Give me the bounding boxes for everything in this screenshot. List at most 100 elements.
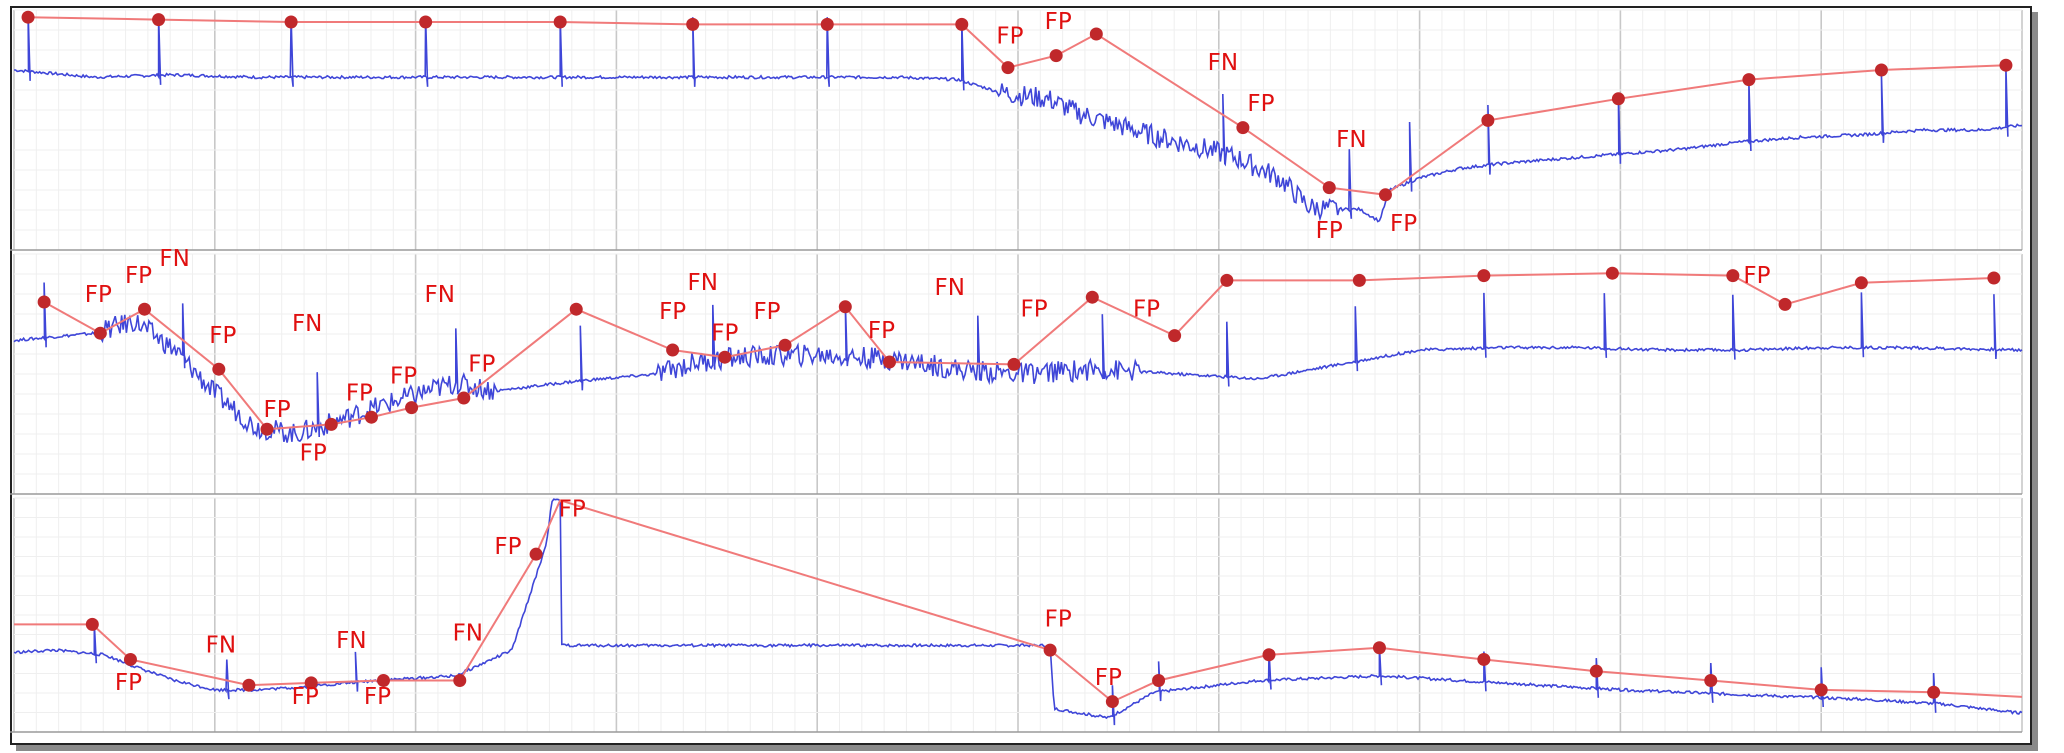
detected-peak-marker <box>838 300 852 314</box>
false-positive-label: FP <box>1045 607 1072 633</box>
detected-peak-marker <box>1352 273 1366 287</box>
detected-peak-marker <box>1999 58 2013 72</box>
false-positive-label: FP <box>753 299 780 325</box>
false-negative-label: FN <box>935 275 965 301</box>
false-positive-label: FP <box>125 263 152 289</box>
detected-peak-marker <box>37 295 51 309</box>
detected-peak-marker <box>778 338 792 352</box>
detected-peak-marker <box>1589 664 1603 678</box>
detection-envelope <box>14 499 2023 703</box>
false-positive-label: FP <box>346 380 373 406</box>
false-negative-label: FN <box>424 282 454 308</box>
detected-peak-marker <box>1605 266 1619 280</box>
detected-peak-marker <box>1726 269 1740 283</box>
detected-peak-marker <box>152 13 166 27</box>
detected-peak-marker <box>324 417 338 431</box>
false-positive-label: FP <box>1316 218 1343 244</box>
detected-peak-marker <box>212 362 226 376</box>
detected-peak-marker <box>1236 121 1250 135</box>
ecg-strip-1: FP FP FN FP FN FP FP <box>10 9 2023 251</box>
ecg-strip-3: FP FN FP FN FP FN FP FP FP FP <box>10 497 2023 733</box>
false-positive-label: FP <box>263 397 290 423</box>
detected-peak-marker <box>666 343 680 357</box>
detected-peak-marker <box>1874 63 1888 77</box>
detected-peak-marker <box>1220 273 1234 287</box>
detected-peak-marker <box>1742 73 1756 87</box>
detected-peak-marker <box>882 355 896 369</box>
ecg-signal-trace <box>14 11 2023 223</box>
false-positive-label: FP <box>1247 91 1274 117</box>
detected-peak-marker <box>1085 290 1099 304</box>
ecg-signal-trace <box>13 282 2023 443</box>
detected-peak-marker <box>21 10 35 24</box>
detected-peak-marker <box>1477 269 1491 283</box>
detected-peak-marker <box>1262 648 1276 662</box>
false-positive-label: FP <box>1743 263 1770 289</box>
false-positive-label: FP <box>390 364 417 390</box>
detected-peak-marker <box>1372 641 1386 655</box>
false-positive-label: FP <box>711 320 738 346</box>
detected-peak-marker <box>1168 329 1182 343</box>
false-positive-label: FP <box>85 282 112 308</box>
false-positive-label: FP <box>559 497 586 523</box>
detected-peak-marker <box>284 15 298 29</box>
false-negative-label: FN <box>336 628 366 654</box>
detected-peak-marker <box>1378 188 1392 202</box>
detected-peak-marker <box>85 617 99 631</box>
false-negative-label: FN <box>1208 50 1238 76</box>
detected-peak-marker <box>457 391 471 405</box>
false-positive-label: FP <box>1095 665 1122 691</box>
detected-peak-marker <box>123 652 137 666</box>
false-positive-label: FP <box>868 318 895 344</box>
false-positive-label: FP <box>209 323 236 349</box>
detected-peak-marker <box>453 674 467 688</box>
detected-peak-marker <box>1987 271 2001 285</box>
detected-peak-marker <box>1043 643 1057 657</box>
ecg-signal-trace <box>13 498 2023 726</box>
false-positive-label: FP <box>468 352 495 378</box>
detected-peak-marker <box>242 678 256 692</box>
detected-peak-marker <box>1322 181 1336 195</box>
detection-envelope <box>43 272 1994 431</box>
false-negative-label: FN <box>453 621 483 647</box>
detected-peak-marker <box>304 676 318 690</box>
false-positive-label: FP <box>300 440 327 466</box>
detected-peak-marker <box>93 326 107 340</box>
false-positive-label: FP <box>494 534 521 560</box>
false-negative-label: FN <box>292 311 322 337</box>
detected-peak-marker <box>718 350 732 364</box>
detected-peak-marker <box>1927 685 1941 699</box>
detected-peak-marker <box>1477 652 1491 666</box>
false-negative-label: FN <box>688 270 718 296</box>
detected-peak-marker <box>1105 695 1119 709</box>
false-negative-label: FN <box>1336 127 1366 153</box>
false-positive-label: FP <box>1390 211 1417 237</box>
detected-peak-marker <box>260 422 274 436</box>
detected-peak-marker <box>1049 49 1063 63</box>
detected-peak-marker <box>686 17 700 31</box>
detected-peak-marker <box>376 674 390 688</box>
false-positive-label: FP <box>996 24 1023 50</box>
detected-peak-marker <box>1778 297 1792 311</box>
detected-peak-marker <box>1001 61 1015 75</box>
detected-peak-marker <box>1814 683 1828 697</box>
false-positive-label: FP <box>1133 296 1160 322</box>
detected-peak-marker <box>1089 27 1103 41</box>
false-positive-label: FP <box>1021 296 1048 322</box>
detected-peak-marker <box>955 17 969 31</box>
false-negative-label: FN <box>159 246 189 272</box>
false-positive-label: FP <box>364 684 391 710</box>
detected-peak-marker <box>1704 674 1718 688</box>
false-positive-label: FP <box>115 670 142 696</box>
detected-peak-marker <box>1611 92 1625 106</box>
detected-peak-marker <box>364 410 378 424</box>
false-negative-label: FN <box>206 632 236 658</box>
ecg-chart-frame <box>10 6 2032 745</box>
detected-peak-marker <box>553 15 567 29</box>
detected-peak-marker <box>569 302 583 316</box>
false-positive-label: FP <box>292 684 319 710</box>
detected-peak-marker <box>405 401 419 415</box>
detected-peak-marker <box>1481 113 1495 127</box>
